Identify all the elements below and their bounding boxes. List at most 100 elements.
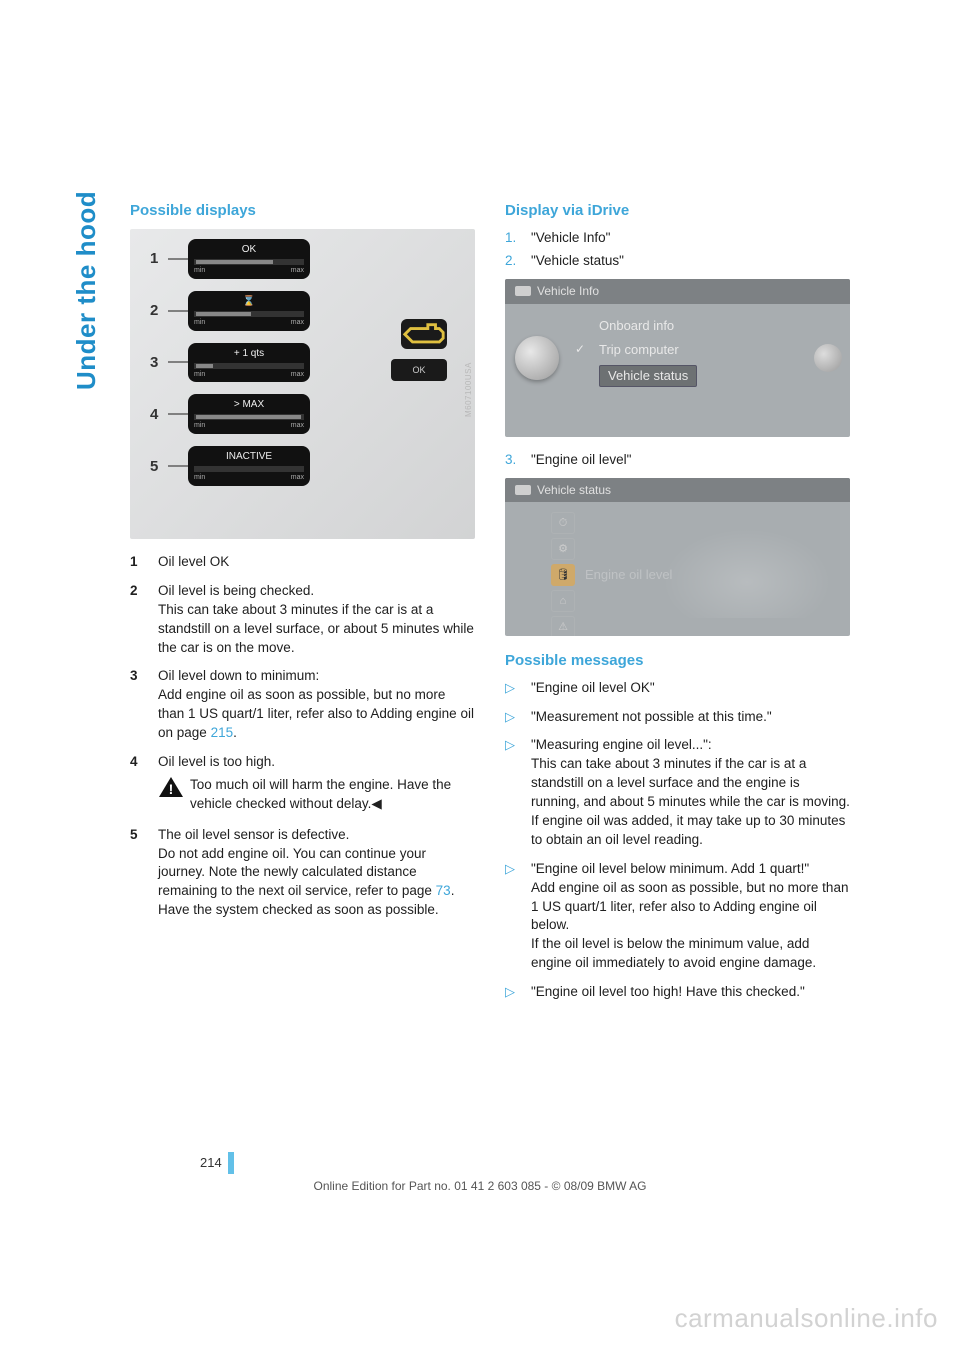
bullet-icon: ▷ bbox=[505, 708, 531, 727]
bullet-item: ▷ "Measuring engine oil level...": This … bbox=[505, 736, 850, 849]
car-diagram-icon bbox=[662, 528, 832, 618]
gauge-stack: 1 OK minmax 2 ⌛ minmax bbox=[150, 239, 310, 498]
scale-min: min bbox=[194, 421, 205, 431]
legend-item: 1 Oil level OK bbox=[130, 553, 475, 572]
screenshot-header: Vehicle Info bbox=[505, 279, 850, 304]
close-mark-icon: ◀ bbox=[371, 796, 381, 811]
warning-text-content: Too much oil will harm the engine. Have … bbox=[190, 777, 451, 811]
heading-possible-messages: Possible messages bbox=[505, 650, 850, 671]
gauge-row: 2 ⌛ minmax bbox=[150, 291, 310, 331]
gauge-display: ⌛ minmax bbox=[188, 291, 310, 331]
legend-line2: This can take about 3 minutes if the car… bbox=[158, 602, 474, 655]
gauge-callout-number: 3 bbox=[150, 352, 168, 373]
legend-item: 3 Oil level down to minimum: Add engine … bbox=[130, 667, 475, 743]
idrive-screenshot-vehicle-status: Vehicle status ⏱ ⚙ 🛢Engine oil level ⌂ ⚠ bbox=[505, 478, 850, 636]
messages-list: ▷ "Engine oil level OK" ▷ "Measurement n… bbox=[505, 679, 850, 1002]
legend-text: Oil level OK bbox=[158, 553, 475, 572]
warning-text: Too much oil will harm the engine. Have … bbox=[190, 776, 475, 814]
oil-icon: 🛢 bbox=[551, 564, 575, 586]
oil-can-icon bbox=[401, 319, 447, 349]
screenshot-title: Vehicle Info bbox=[537, 283, 599, 300]
legend-line1: Oil level is being checked. bbox=[158, 583, 314, 598]
right-column: Display via iDrive 1. "Vehicle Info" 2. … bbox=[505, 200, 850, 1012]
gauge-callout-number: 4 bbox=[150, 404, 168, 425]
callout-line bbox=[168, 361, 188, 363]
gauge-row: 3 + 1 qts minmax bbox=[150, 343, 310, 383]
step-text: "Engine oil level" bbox=[531, 451, 850, 470]
status-icon: ⌂ bbox=[551, 590, 575, 612]
page-link[interactable]: 73 bbox=[436, 883, 451, 898]
bullet-item: ▷ "Engine oil level too high! Have this … bbox=[505, 983, 850, 1002]
legend-item: 5 The oil level sensor is defective. Do … bbox=[130, 826, 475, 920]
gauge-scale: min max bbox=[194, 318, 304, 328]
idrive-steps-cont: 3. "Engine oil level" bbox=[505, 451, 850, 470]
bullet-p1: "Engine oil level below minimum. Add 1 q… bbox=[531, 861, 809, 876]
idrive-steps: 1. "Vehicle Info" 2. "Vehicle status" bbox=[505, 229, 850, 271]
menu-row-selected: Vehicle status bbox=[575, 362, 850, 390]
status-icon: ⚠ bbox=[551, 616, 575, 635]
callout-line bbox=[168, 465, 188, 467]
step-number: 3. bbox=[505, 451, 531, 470]
bullet-item: ▷ "Measurement not possible at this time… bbox=[505, 708, 850, 727]
page-number-wrap: 214 bbox=[200, 1152, 960, 1174]
scale-max: max bbox=[291, 370, 304, 380]
left-column: Possible displays 1 OK minmax 2 bbox=[130, 200, 475, 930]
scale-max: max bbox=[291, 473, 304, 483]
screenshot-menu: Onboard info ✓ Trip computer Vehicle sta… bbox=[505, 304, 850, 391]
bullet-text: "Measurement not possible at this time." bbox=[531, 708, 850, 727]
legend-text: Oil level is too high. ! Too much oil wi… bbox=[158, 753, 475, 816]
menu-label-selected: Vehicle status bbox=[599, 365, 697, 387]
bullet-text: "Measuring engine oil level...": This ca… bbox=[531, 736, 850, 849]
gauge-display: + 1 qts minmax bbox=[188, 343, 310, 383]
legend-line2a: Add engine oil as soon as possible, but … bbox=[158, 687, 474, 740]
screenshot-title: Vehicle status bbox=[537, 482, 611, 499]
legend-item: 4 Oil level is too high. ! Too much oil … bbox=[130, 753, 475, 816]
gauge-row: 5 INACTIVE minmax bbox=[150, 446, 310, 486]
warning-icon: ! bbox=[158, 776, 184, 798]
menu-label: Onboard info bbox=[599, 317, 674, 335]
gauge-bar bbox=[194, 414, 304, 420]
scale-min: min bbox=[194, 266, 205, 276]
screenshot-header: Vehicle status bbox=[505, 478, 850, 503]
gauge-label: > MAX bbox=[194, 398, 304, 412]
gauge-display: INACTIVE minmax bbox=[188, 446, 310, 486]
car-icon bbox=[515, 485, 531, 495]
gauge-row: 4 > MAX min max bbox=[150, 394, 310, 434]
callout-line bbox=[168, 310, 188, 312]
figure-code: M607100USA bbox=[463, 362, 474, 417]
footer-note: Online Edition for Part no. 01 41 2 603 … bbox=[0, 1178, 960, 1195]
legend-line2a: Do not add engine oil. You can continue … bbox=[158, 846, 436, 899]
gauge-display: > MAX min max bbox=[188, 394, 310, 434]
watermark: carmanualsonline.info bbox=[675, 1300, 938, 1336]
gauge-display: OK minmax bbox=[188, 239, 310, 279]
scale-max: max bbox=[291, 318, 304, 328]
page-number-bar bbox=[228, 1152, 234, 1174]
bullet-p2: Add engine oil as soon as possible, but … bbox=[531, 880, 848, 933]
legend-text: The oil level sensor is defective. Do no… bbox=[158, 826, 475, 920]
menu-label: Trip computer bbox=[599, 341, 679, 359]
bullet-icon: ▷ bbox=[505, 983, 531, 1002]
page-link[interactable]: 215 bbox=[211, 725, 234, 740]
menu-row: Onboard info bbox=[575, 314, 850, 338]
legend-number: 4 bbox=[130, 753, 158, 816]
legend-line1: Oil level down to minimum: bbox=[158, 668, 319, 683]
legend-line2b: . bbox=[233, 725, 237, 740]
idrive-screenshot-vehicle-info: Vehicle Info Onboard info ✓ Trip compute… bbox=[505, 279, 850, 437]
gauge-scale: minmax bbox=[194, 473, 304, 483]
scale-max: max bbox=[291, 266, 304, 276]
legend-line1: Oil level is too high. bbox=[158, 754, 275, 769]
bullet-text: "Engine oil level below minimum. Add 1 q… bbox=[531, 860, 850, 973]
gauge-callout-number: 1 bbox=[150, 248, 168, 269]
gauge-row: 1 OK minmax bbox=[150, 239, 310, 279]
gauge-scale: min max bbox=[194, 421, 304, 431]
page-number: 214 bbox=[200, 1154, 222, 1172]
legend-number: 3 bbox=[130, 667, 158, 743]
bullet-text: "Engine oil level OK" bbox=[531, 679, 850, 698]
gauge-bar bbox=[194, 466, 304, 472]
scale-max: max bbox=[291, 421, 304, 431]
callout-line bbox=[168, 258, 188, 260]
display-legend-list: 1 Oil level OK 2 Oil level is being chec… bbox=[130, 553, 475, 920]
gauge-scale: min max bbox=[194, 266, 304, 276]
scale-min: min bbox=[194, 318, 205, 328]
bullet-item: ▷ "Engine oil level below minimum. Add 1… bbox=[505, 860, 850, 973]
